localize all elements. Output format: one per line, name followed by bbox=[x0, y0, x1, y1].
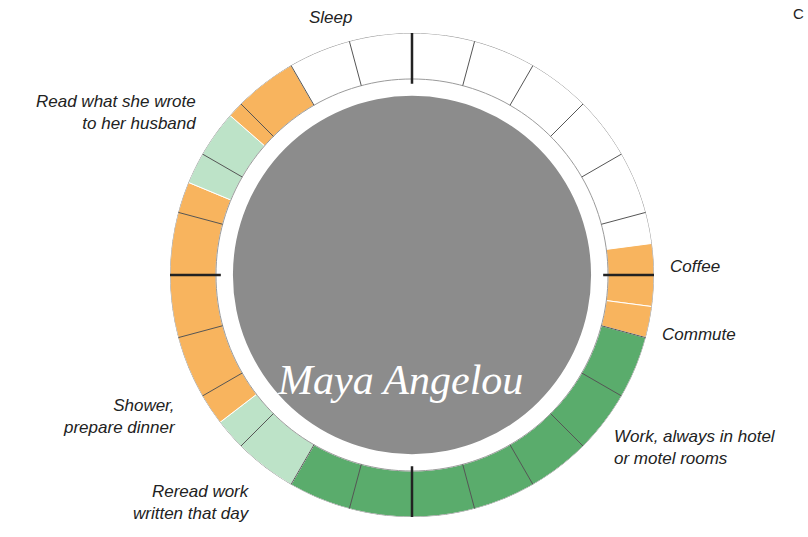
svg-text:Coffee: Coffee bbox=[670, 257, 720, 276]
svg-text:Shower,prepare dinner: Shower,prepare dinner bbox=[63, 396, 176, 437]
svg-text:Commute: Commute bbox=[662, 325, 736, 344]
svg-text:Maya Angelou: Maya Angelou bbox=[277, 357, 523, 403]
svg-text:Work, always in hotelor motel: Work, always in hotelor motel rooms bbox=[614, 427, 776, 468]
svg-text:Reread workwritten that day: Reread workwritten that day bbox=[133, 482, 250, 523]
svg-text:C: C bbox=[793, 5, 804, 22]
svg-text:Read what she wroteto her husb: Read what she wroteto her husband bbox=[36, 92, 196, 133]
svg-text:Sleep: Sleep bbox=[309, 8, 352, 27]
